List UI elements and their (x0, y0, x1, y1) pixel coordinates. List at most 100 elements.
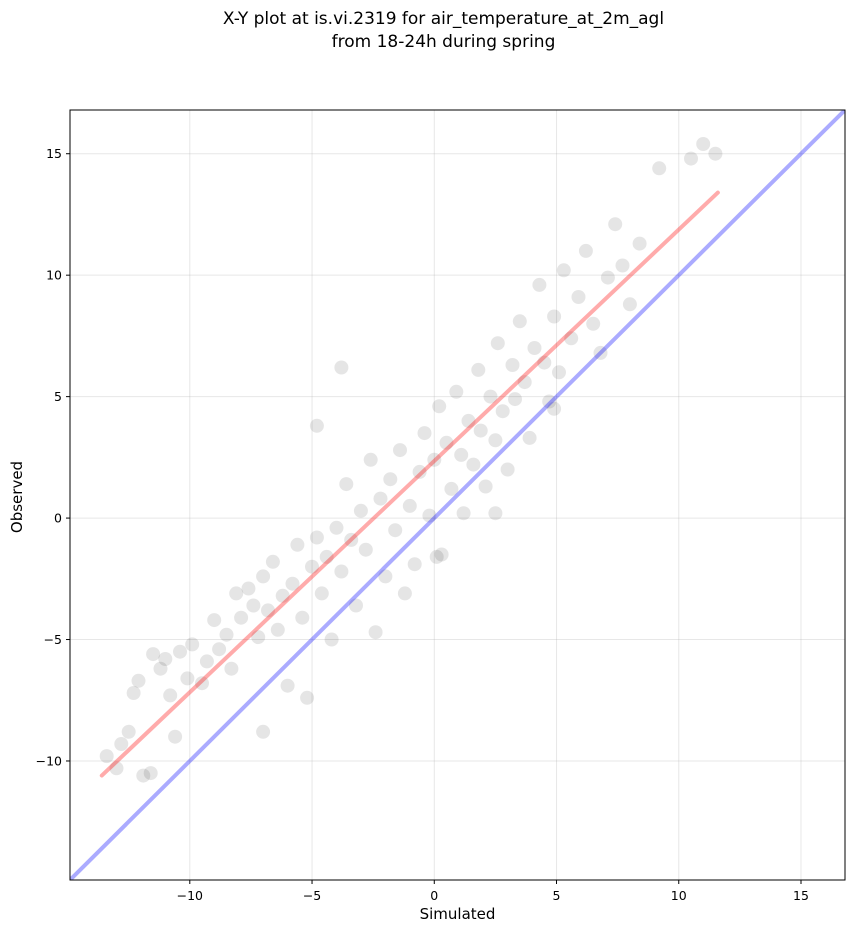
data-point (334, 360, 349, 375)
data-point (339, 477, 354, 492)
data-point (207, 613, 222, 628)
data-point (552, 365, 566, 380)
data-point (234, 610, 249, 625)
data-point (571, 290, 586, 304)
data-point (363, 452, 378, 467)
data-point (402, 498, 417, 513)
data-point (532, 277, 547, 292)
data-point (195, 676, 209, 691)
data-point (397, 586, 412, 601)
data-point (185, 637, 200, 652)
data-point (153, 661, 168, 676)
data-point (180, 671, 195, 686)
y-axis-label: Observed (8, 460, 26, 534)
data-point (708, 146, 723, 161)
data-point (290, 537, 305, 552)
data-point (427, 452, 442, 467)
data-point (109, 761, 124, 776)
data-point (295, 610, 310, 625)
data-point (461, 413, 476, 428)
data-point (556, 263, 571, 278)
data-point (280, 678, 295, 693)
data-point (388, 523, 403, 538)
data-point (285, 576, 300, 591)
data-point (652, 161, 667, 176)
data-point (632, 236, 647, 251)
data-point (417, 426, 432, 441)
one-to-one-line (70, 110, 845, 880)
data-point (393, 443, 407, 458)
data-point (564, 331, 579, 346)
data-point (270, 622, 285, 637)
data-point (439, 435, 454, 450)
data-point (344, 532, 359, 547)
data-point (578, 243, 593, 258)
data-point (309, 418, 324, 433)
data-point (99, 749, 114, 764)
data-point (146, 647, 161, 662)
x-axis-label: Simulated (419, 905, 496, 923)
data-point (163, 688, 178, 703)
data-point (383, 472, 398, 487)
data-point (466, 457, 481, 472)
data-point (422, 508, 437, 523)
data-point (265, 554, 280, 569)
data-point (407, 557, 422, 572)
data-point (219, 627, 234, 642)
data-point (586, 316, 601, 331)
data-point (256, 569, 271, 584)
data-point (173, 644, 187, 659)
data-point (251, 630, 266, 645)
data-point (478, 479, 493, 494)
data-point (143, 766, 158, 781)
data-point (490, 336, 505, 351)
chart-title: X-Y plot at is.vi.2319 for air_temperatu… (222, 9, 665, 29)
data-point (378, 569, 393, 584)
data-point (329, 520, 344, 535)
data-point (241, 581, 256, 596)
data-point (512, 314, 527, 329)
y-tick-label: 10 (46, 268, 62, 283)
data-point (158, 652, 173, 666)
data-point (319, 549, 334, 564)
data-point (488, 506, 503, 521)
data-point (114, 737, 129, 751)
data-point (473, 423, 488, 438)
data-point (261, 603, 275, 618)
data-point (349, 598, 363, 613)
data-point (432, 399, 447, 414)
data-point (212, 642, 227, 657)
data-point (593, 345, 608, 360)
data-point (358, 542, 373, 557)
data-point (136, 768, 151, 783)
data-point (246, 598, 261, 613)
data-point (622, 297, 637, 312)
data-point (542, 394, 557, 409)
data-point (168, 729, 183, 744)
x-tick-label: −10 (177, 888, 203, 903)
data-point (309, 530, 324, 545)
data-point (500, 462, 515, 477)
data-point (608, 217, 623, 232)
data-point (537, 355, 552, 370)
data-point (131, 673, 146, 688)
x-tick-label: −5 (303, 888, 321, 903)
data-point (314, 586, 329, 601)
chart-subtitle: from 18-24h during spring (331, 32, 556, 52)
data-point (449, 384, 464, 399)
data-point (434, 547, 449, 562)
data-point (429, 549, 444, 564)
data-point (495, 404, 510, 419)
data-point (488, 433, 503, 448)
data-point (505, 358, 520, 372)
data-point (224, 661, 239, 676)
data-point (684, 151, 698, 166)
data-point (305, 559, 319, 574)
data-point (199, 654, 214, 669)
data-point (229, 586, 244, 601)
data-point (527, 341, 542, 355)
data-point (547, 309, 562, 324)
x-tick-label: 5 (553, 888, 561, 903)
data-point (275, 588, 290, 603)
